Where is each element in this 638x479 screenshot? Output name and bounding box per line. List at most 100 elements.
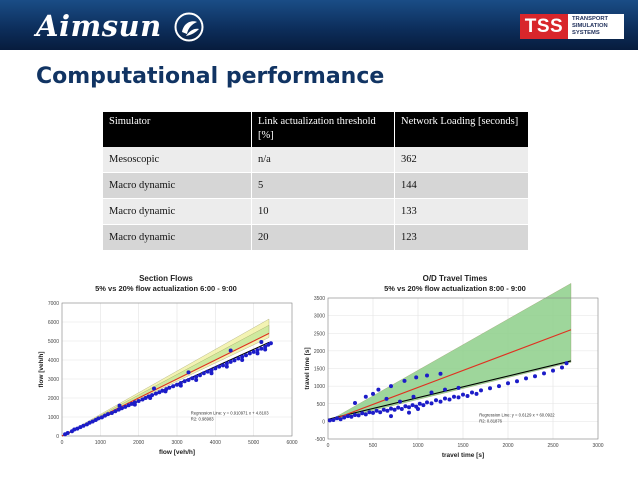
data-point [263, 344, 268, 349]
data-point [447, 397, 452, 402]
data-point [224, 361, 229, 366]
data-point [452, 394, 456, 399]
table-row: Macro dynamic 5 144 [103, 172, 529, 199]
data-point [392, 407, 397, 412]
data-point [434, 398, 438, 403]
confidence-band [61, 318, 270, 437]
table-cell: Macro dynamic [103, 172, 252, 199]
data-point [378, 410, 383, 415]
data-point [497, 384, 501, 389]
table-cell: 5 [251, 172, 395, 199]
data-point [163, 389, 168, 394]
aimsun-swirl-icon [174, 12, 204, 42]
data-point [342, 415, 347, 420]
data-point [456, 395, 461, 400]
table-cell: Macro dynamic [103, 198, 252, 225]
data-point [360, 411, 365, 416]
data-point [75, 426, 80, 431]
data-point [506, 381, 510, 386]
chart-subtitle: 5% vs 20% flow actualization 8:00 - 9:00 [384, 284, 526, 293]
y-tick-label: 0 [322, 419, 325, 425]
tss-subtitle-line: SIMULATION [572, 23, 608, 29]
x-tick-label: 6000 [286, 440, 297, 446]
data-point [109, 411, 114, 416]
y-tick-label: 500 [317, 402, 326, 408]
data-point [126, 403, 131, 408]
y-tick-label: 1000 [48, 415, 59, 421]
chart-title: O/D Travel Times [423, 274, 488, 283]
data-point [421, 403, 426, 408]
regression-line [327, 360, 572, 420]
data-point [456, 385, 461, 390]
data-point [171, 384, 176, 389]
data-point [465, 393, 470, 398]
data-point [438, 371, 443, 376]
chart-title: Section Flows [139, 274, 193, 283]
data-point [102, 413, 107, 418]
data-point [402, 378, 407, 383]
data-point [143, 396, 148, 400]
table-cell: n/a [251, 147, 395, 173]
data-point [224, 364, 229, 369]
data-point [443, 387, 447, 392]
x-axis-label: flow [veh/h] [159, 449, 195, 456]
data-point [140, 397, 145, 402]
data-point [410, 403, 415, 408]
data-point [209, 368, 214, 373]
data-point [470, 390, 474, 395]
data-point [335, 416, 339, 421]
data-point [117, 403, 122, 408]
y-tick-label: 7000 [48, 301, 59, 307]
data-point [367, 410, 372, 415]
data-point [263, 347, 268, 352]
performance-table: Simulator Link actualization threshold [… [103, 112, 529, 251]
y-tick-label: 3000 [314, 314, 325, 320]
x-tick-label: 2000 [133, 440, 144, 446]
data-point [247, 351, 252, 356]
header-banner: Aimsun TSS TRANSPORT SIMULATION SYSTEMS [0, 0, 638, 50]
data-point [443, 396, 447, 401]
data-point [403, 404, 408, 409]
data-point [389, 406, 393, 411]
column-header-threshold: Link actualization threshold [%] [251, 112, 395, 147]
x-tick-label: 0 [327, 443, 330, 449]
data-point [327, 418, 332, 423]
x-tick-label: 3000 [171, 440, 182, 446]
data-point [542, 371, 546, 376]
y-tick-label: 2000 [314, 349, 325, 355]
data-point [353, 413, 357, 418]
data-point [150, 393, 155, 398]
x-tick-label: 5000 [248, 440, 259, 446]
data-point [194, 377, 199, 382]
data-point [160, 388, 165, 393]
data-point [201, 371, 206, 376]
data-point [399, 407, 404, 412]
data-point [194, 374, 199, 379]
x-tick-label: 1500 [457, 443, 468, 449]
data-point [385, 408, 390, 413]
data-point [113, 409, 118, 414]
data-point [240, 358, 245, 362]
data-point [259, 339, 264, 344]
table-cell: Macro dynamic [103, 224, 252, 251]
data-point [65, 430, 70, 435]
y-tick-label: 4000 [48, 358, 59, 364]
data-point [106, 412, 110, 417]
data-point [407, 405, 411, 410]
data-point [371, 391, 375, 396]
data-point [515, 379, 519, 384]
data-point [119, 406, 124, 411]
data-point [374, 408, 379, 413]
data-point [396, 405, 401, 410]
aimsun-logo: Aimsun [36, 9, 162, 43]
data-point [244, 353, 248, 358]
table-cell: 123 [394, 224, 529, 251]
table-cell: 20 [251, 224, 395, 251]
data-point [425, 400, 429, 405]
data-point [175, 382, 179, 387]
data-point [236, 356, 241, 361]
identity-line [327, 329, 572, 422]
y-axis-label: travel time [s] [304, 347, 311, 389]
data-point [438, 399, 443, 404]
